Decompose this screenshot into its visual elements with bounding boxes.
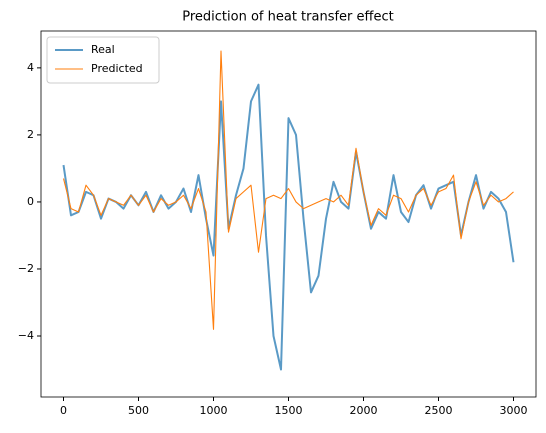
x-tick-label: 2500 [425,404,453,417]
x-tick-label: 3000 [500,404,528,417]
x-tick-label: 2000 [350,404,378,417]
y-tick-label: −4 [18,329,34,342]
x-tick-label: 1000 [200,404,228,417]
line-series [62,50,514,330]
axes-frame [40,30,537,398]
x-tick-label: 0 [60,404,67,417]
x-tick-label: 500 [128,404,149,417]
chart-title: Prediction of heat transfer effect [182,10,393,25]
line-series [62,83,515,371]
legend-label: Real [91,43,115,56]
y-tick-label: 2 [27,128,34,141]
y-tick-label: 0 [27,195,34,208]
y-tick-label: 4 [27,61,34,74]
legend-box [46,36,160,84]
x-tick-label: 1500 [275,404,303,417]
legend-label: Predicted [91,62,143,75]
y-tick-label: −2 [18,262,34,275]
